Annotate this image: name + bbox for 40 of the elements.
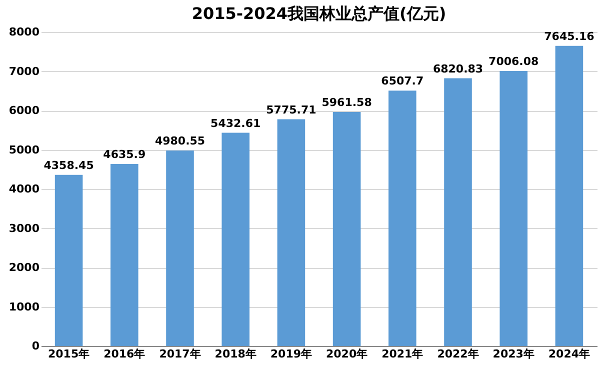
bar bbox=[555, 46, 584, 346]
data-label: 5432.61 bbox=[210, 116, 261, 130]
chart-title: 2015-2024我国林业总产值(亿元) bbox=[192, 4, 446, 23]
bar bbox=[110, 164, 138, 346]
x-tick-label: 2021年 bbox=[382, 348, 424, 360]
data-label: 6507.7 bbox=[381, 74, 424, 88]
y-tick-label: 0 bbox=[32, 340, 40, 352]
y-tick-label: 5000 bbox=[8, 143, 40, 156]
x-tick-label: 2015年 bbox=[48, 348, 90, 360]
bar bbox=[166, 150, 194, 346]
data-label: 5961.58 bbox=[322, 96, 372, 110]
y-tick-label: 1000 bbox=[8, 300, 40, 314]
y-tick-label: 4000 bbox=[8, 182, 40, 196]
x-tick-label: 2022年 bbox=[437, 348, 479, 360]
x-tick-label: 2019年 bbox=[270, 348, 312, 360]
y-tick-label: 3000 bbox=[8, 222, 40, 235]
x-tick-label: 2020年 bbox=[326, 348, 368, 360]
y-tick-label: 7000 bbox=[8, 64, 40, 78]
data-label: 6820.83 bbox=[432, 62, 484, 76]
bar bbox=[222, 132, 250, 346]
x-tick-label: 2016年 bbox=[104, 348, 146, 360]
data-label: 4635.9 bbox=[103, 148, 146, 162]
bar bbox=[54, 174, 83, 346]
y-tick-label: 8000 bbox=[8, 26, 40, 38]
data-label: 7645.16 bbox=[544, 30, 595, 43]
data-label: 4980.55 bbox=[154, 134, 206, 148]
y-tick-label: 6000 bbox=[8, 104, 40, 117]
x-tick-label: 2024年 bbox=[548, 348, 590, 360]
data-label: 4358.45 bbox=[44, 158, 94, 172]
bar bbox=[332, 112, 361, 346]
bar bbox=[500, 71, 528, 346]
bar bbox=[444, 78, 472, 346]
data-label: 5775.71 bbox=[266, 103, 316, 116]
bar bbox=[277, 119, 306, 346]
x-tick-label: 2018年 bbox=[214, 348, 256, 360]
data-label: 7006.08 bbox=[488, 55, 539, 68]
y-tick-label: 2000 bbox=[8, 261, 40, 274]
x-tick-label: 2023年 bbox=[492, 348, 534, 360]
x-tick-label: 2017年 bbox=[159, 348, 201, 360]
bar bbox=[388, 90, 416, 346]
